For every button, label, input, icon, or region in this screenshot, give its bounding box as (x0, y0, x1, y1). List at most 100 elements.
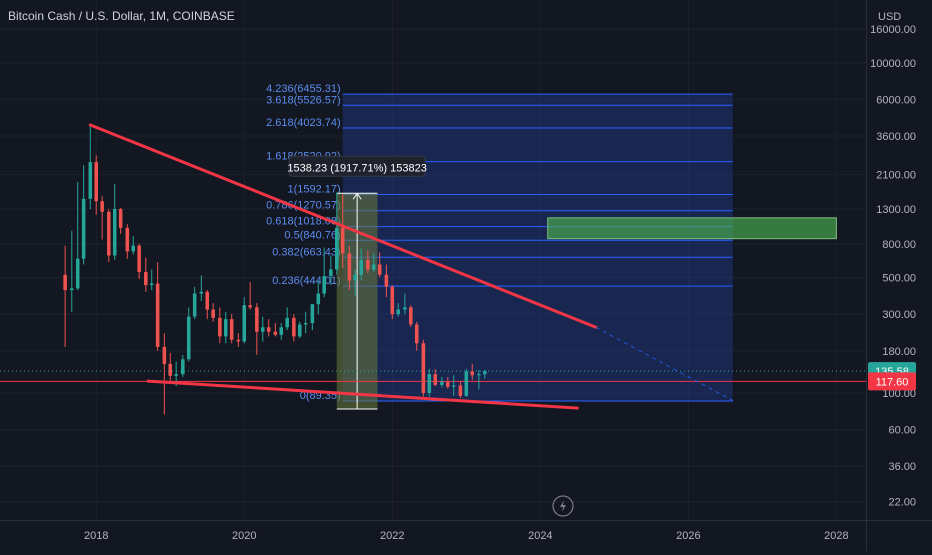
candle-body[interactable] (192, 293, 197, 317)
time-tick-label: 2018 (84, 530, 108, 542)
candle-body[interactable] (440, 381, 444, 385)
candle-body[interactable] (205, 291, 210, 310)
candle-body[interactable] (340, 227, 345, 254)
chart-title: Bitcoin Cash / U.S. Dollar, 1M, COINBASE (8, 9, 235, 23)
candle-body[interactable] (316, 293, 321, 305)
candle-body[interactable] (427, 374, 432, 393)
candle-body[interactable] (292, 317, 296, 337)
measure-label-box (288, 155, 426, 177)
fib-level-label: 2.618(4023.74) (266, 117, 341, 129)
candle-body[interactable] (359, 259, 363, 275)
candle-body[interactable] (70, 288, 74, 291)
candle-body[interactable] (377, 264, 382, 275)
candle-body[interactable] (353, 274, 358, 281)
candle-body[interactable] (218, 317, 222, 337)
candle-body[interactable] (199, 291, 204, 294)
candle-body[interactable] (372, 264, 376, 270)
candle-body[interactable] (384, 274, 389, 287)
candle-body[interactable] (211, 309, 215, 318)
time-tick-label: 2026 (676, 530, 700, 542)
candle-body[interactable] (464, 371, 469, 396)
candle-body[interactable] (248, 305, 252, 308)
candle-body[interactable] (162, 346, 167, 364)
candle-body[interactable] (242, 305, 247, 342)
measure-arrow-head (352, 192, 362, 200)
price-tick-label: 60.00 (888, 425, 916, 437)
fib-level-label: 0.5(840.76) (284, 229, 340, 241)
candle-body[interactable] (63, 274, 67, 291)
candle-body[interactable] (118, 209, 123, 228)
candle-body[interactable] (155, 283, 160, 347)
time-tick-label: 2028 (824, 530, 848, 542)
fib-level-label: 4.236(6455.31) (266, 83, 341, 95)
candle-body[interactable] (303, 323, 308, 325)
candle-body[interactable] (403, 307, 407, 310)
time-tick-label: 2024 (528, 530, 552, 542)
candle-body[interactable] (347, 253, 352, 281)
candle-body[interactable] (366, 259, 370, 270)
candle-body[interactable] (174, 374, 178, 376)
candle-body[interactable] (144, 272, 148, 286)
horizontal-line-badge (868, 372, 916, 391)
lightning-icon-glyph (560, 500, 566, 512)
candle-body[interactable] (273, 331, 278, 335)
candle-body[interactable] (329, 269, 333, 277)
candle-body[interactable] (421, 343, 426, 393)
candle-body[interactable] (446, 381, 450, 387)
trendline-resistance-extension[interactable] (595, 326, 734, 401)
price-tick-label: 1300.00 (876, 204, 916, 216)
candle-body[interactable] (451, 385, 456, 387)
candle-body[interactable] (414, 324, 419, 344)
candle-body[interactable] (112, 209, 117, 256)
candle-body[interactable] (149, 283, 154, 286)
candle-body[interactable] (297, 324, 302, 337)
candle-body[interactable] (285, 317, 289, 328)
candle-body[interactable] (137, 245, 141, 273)
candle-body[interactable] (458, 385, 463, 396)
candle-body[interactable] (470, 371, 475, 376)
candle-body[interactable] (396, 309, 400, 315)
candle-body[interactable] (94, 162, 98, 202)
candle-body[interactable] (483, 371, 487, 375)
candle-body[interactable] (131, 245, 136, 252)
price-axis-bg (866, 0, 932, 520)
candle-body[interactable] (255, 307, 259, 332)
candle-body[interactable] (229, 319, 234, 340)
candle-body[interactable] (409, 307, 413, 325)
price-tick-label: 6000.00 (876, 94, 916, 106)
trendline-support-line[interactable] (146, 379, 579, 410)
candle-body[interactable] (477, 374, 481, 376)
price-tick-label: 800.00 (882, 239, 916, 251)
candle-body[interactable] (107, 211, 111, 256)
candle-body[interactable] (335, 227, 339, 270)
candle-body[interactable] (223, 319, 228, 337)
time-axis[interactable] (0, 520, 866, 551)
candle-body[interactable] (390, 286, 395, 315)
candle-body[interactable] (433, 374, 437, 385)
candle-body[interactable] (168, 363, 173, 376)
candle-body[interactable] (236, 339, 241, 342)
fib-extension-area[interactable] (342, 94, 733, 402)
price-axis-unit: USD (878, 11, 901, 23)
lightning-icon[interactable] (552, 495, 574, 517)
candle-body[interactable] (322, 276, 326, 294)
candle-body[interactable] (88, 162, 93, 199)
candle-body[interactable] (75, 258, 80, 289)
measure-label: 1538.23 (1917.71%) 153823 (287, 162, 426, 174)
candle-body[interactable] (125, 227, 130, 252)
price-tick-label: 16000.00 (870, 24, 916, 36)
candle-body[interactable] (100, 201, 104, 212)
candle-body[interactable] (260, 327, 265, 332)
trendline-descending-resistance[interactable] (88, 123, 598, 329)
candle-body[interactable] (279, 327, 284, 335)
target-zone[interactable] (547, 217, 837, 240)
price-axis[interactable] (866, 0, 932, 520)
candle-body[interactable] (181, 359, 185, 375)
candle-body[interactable] (186, 316, 191, 360)
candle-body[interactable] (266, 327, 271, 332)
price-tick-label: 22.00 (888, 497, 916, 509)
candle-body[interactable] (81, 198, 86, 259)
candle-body[interactable] (310, 304, 315, 324)
